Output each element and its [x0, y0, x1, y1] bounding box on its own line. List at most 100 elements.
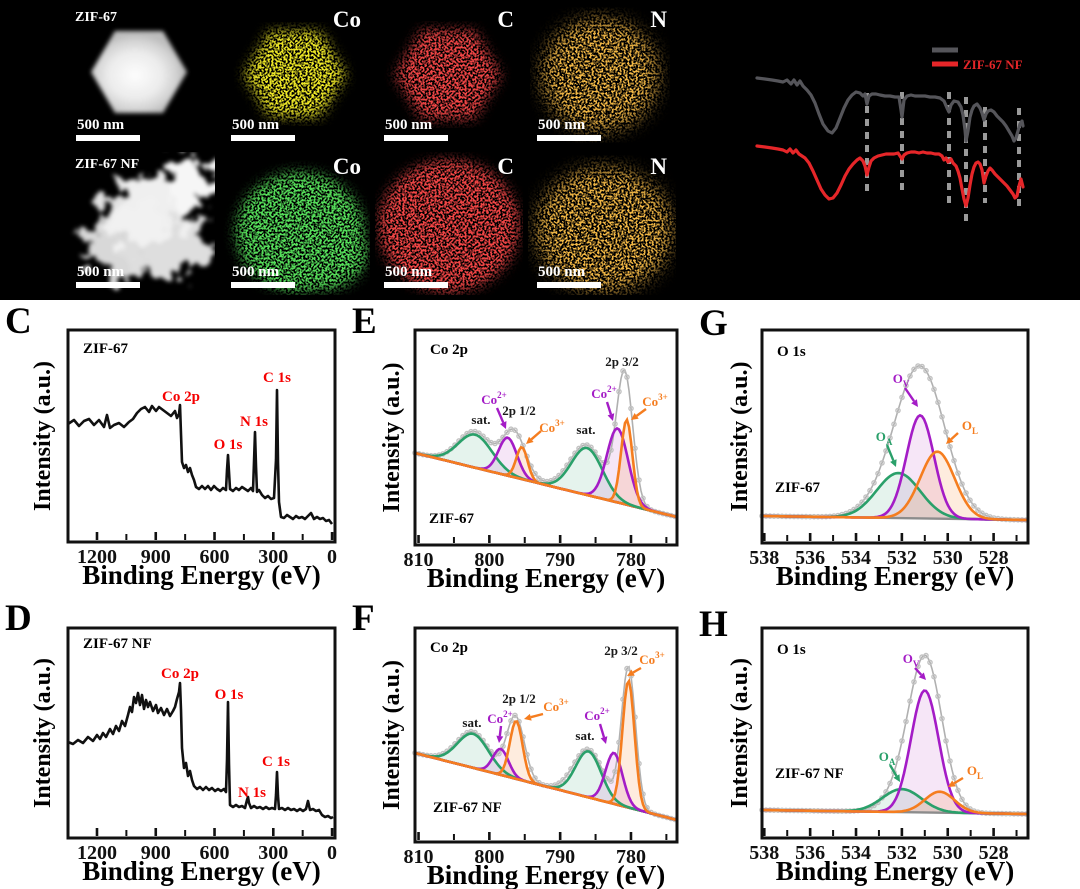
- data-point: [887, 780, 893, 787]
- scale-bar-label: 500 nm: [232, 264, 280, 280]
- data-point: [616, 388, 622, 395]
- data-point: [931, 386, 937, 393]
- annotation: Co2+: [487, 709, 513, 726]
- component-curve-orange: [414, 416, 678, 519]
- component-curve-orange: [762, 450, 1028, 522]
- annotation-arrowhead: [627, 669, 635, 676]
- tick-label: 528: [979, 547, 1009, 569]
- scale-bar-line: [384, 135, 448, 141]
- panel-G: G Binding Energy (eV) Intensity (a.u.) 538 5…: [699, 303, 1030, 591]
- element-label: Co: [332, 7, 361, 32]
- data-point: [624, 665, 630, 672]
- data-point: [935, 399, 941, 406]
- panel-letter: D: [5, 598, 32, 639]
- data-point: [895, 407, 901, 414]
- tick-label: 810: [404, 846, 434, 868]
- panel-H: H Binding Energy (eV) Intensity (a.u.) 538 5…: [699, 604, 1030, 886]
- tick-label: 800: [474, 549, 504, 571]
- data-point: [939, 715, 945, 722]
- annotation: OA: [879, 749, 896, 767]
- legend-label: ZIF-67 NF: [963, 57, 1023, 72]
- component-curve-orange: [414, 677, 678, 822]
- scale-bar-label: 500 nm: [77, 264, 125, 280]
- panel-title: O 1s: [777, 642, 806, 658]
- data-point: [963, 490, 969, 496]
- data-point: [883, 448, 889, 454]
- tick-label: 810: [404, 549, 434, 571]
- tick-label: 600: [200, 842, 230, 864]
- annotation: Co3+: [543, 697, 569, 714]
- tick-label: 0: [327, 842, 337, 864]
- data-point: [959, 481, 965, 487]
- tick-label: 528: [979, 842, 1009, 864]
- map-speckle: [536, 168, 672, 292]
- eds-map-co: [236, 172, 367, 292]
- data-point: [931, 673, 937, 680]
- data-point: [608, 778, 614, 785]
- data-point: [927, 659, 933, 666]
- annotation: sat.: [471, 412, 490, 427]
- annotation-arrow: [632, 666, 642, 674]
- data-point: [612, 421, 618, 427]
- tick-label: 800: [474, 846, 504, 868]
- data-point: [955, 470, 961, 476]
- data-point: [979, 510, 985, 517]
- stem-image: [85, 156, 215, 278]
- x-axis-title: Binding Energy (eV): [427, 563, 666, 593]
- data-point: [943, 738, 949, 744]
- annotation: OA: [876, 429, 893, 447]
- survey-curve: [67, 681, 334, 820]
- x-axis-title: Binding Energy (eV): [776, 856, 1015, 886]
- data-point: [528, 766, 534, 772]
- annotation-arrow: [498, 725, 503, 737]
- data-point: [636, 477, 642, 483]
- data-point: [863, 494, 869, 500]
- data-point: [927, 375, 933, 382]
- data-point: [967, 497, 973, 504]
- data-point: [536, 475, 542, 482]
- peak-label: Co 2p: [162, 389, 200, 405]
- annotation: OV: [893, 371, 910, 389]
- data-point: [532, 470, 538, 477]
- panel-letter: H: [699, 604, 728, 645]
- annotation-arrow: [605, 401, 613, 415]
- data-point: [564, 772, 570, 778]
- data-point: [971, 503, 977, 509]
- tick-label: 900: [141, 546, 171, 568]
- eds-map-c: [395, 30, 501, 119]
- data-point: [895, 755, 901, 761]
- component-fill-green: [415, 733, 677, 820]
- map-speckle: [236, 172, 367, 292]
- y-axis-title: Intensity (a.u.): [379, 660, 405, 810]
- component-curve-orange: [762, 790, 1028, 816]
- map-speckle: [379, 160, 519, 292]
- particle-shape: [91, 31, 187, 113]
- x-axis-title: Binding Energy (eV): [427, 860, 666, 889]
- tick-label: 538: [749, 842, 779, 864]
- scale-bar-label: 500 nm: [538, 264, 586, 280]
- map-speckle: [244, 31, 346, 117]
- annotation: sat.: [462, 715, 481, 730]
- data-point: [907, 373, 913, 379]
- tick-label: 780: [616, 846, 646, 868]
- panel-letter: F: [352, 598, 375, 639]
- scale-bar-line: [231, 282, 295, 288]
- data-point: [899, 394, 905, 401]
- scale-bar-line: [537, 135, 601, 141]
- sample-label: ZIF-67 NF: [83, 636, 152, 652]
- scale-bar-line: [76, 282, 140, 288]
- data-point: [512, 427, 518, 434]
- annotation-arrowhead: [600, 736, 608, 744]
- component-fill-orange: [415, 419, 677, 517]
- data-point: [907, 698, 913, 704]
- tick-label: 532: [887, 842, 917, 864]
- em-panel-zif67nf-stem: ZIF-67 NF 500 nm: [67, 152, 215, 295]
- annotation-arrow: [530, 430, 542, 441]
- peak-label: O 1s: [215, 687, 244, 703]
- scale-bar-label: 500 nm: [385, 264, 433, 280]
- data-point: [955, 787, 961, 794]
- plot-frame: [66, 328, 337, 544]
- ftir-plot: ZIF-67 NF: [755, 47, 1025, 223]
- annotation: OL: [962, 418, 978, 436]
- annotation-arrowhead: [631, 413, 639, 420]
